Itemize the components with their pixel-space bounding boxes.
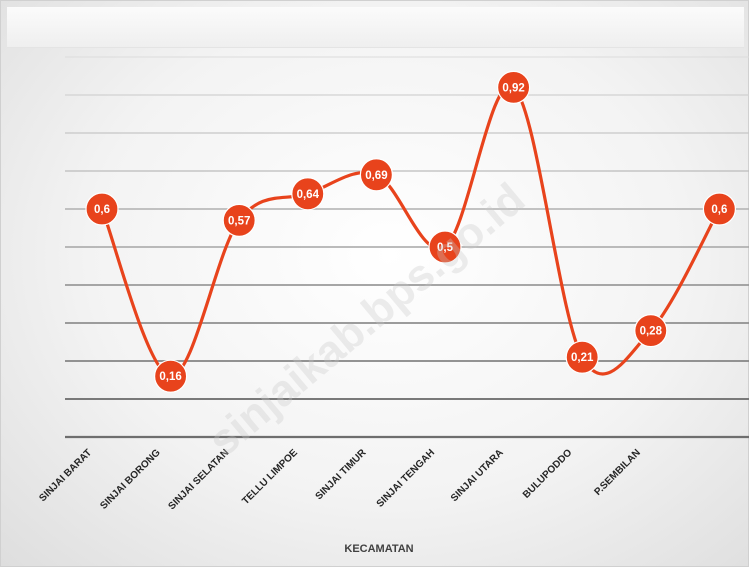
data-label: 0,21	[571, 352, 594, 364]
data-label: 0,57	[228, 215, 250, 227]
x-tick-label: SINJAI TENGAH	[375, 447, 437, 509]
data-point	[428, 230, 462, 264]
data-point	[359, 158, 393, 192]
x-axis-title: KECAMATAN	[344, 543, 413, 555]
x-tick-labels: SINJAI BARAT SINJAI BORONG SINJAI SELATAN T…	[37, 447, 643, 512]
data-point	[154, 359, 188, 393]
data-point	[702, 192, 737, 226]
data-label: 0,5	[437, 242, 454, 254]
data-point	[291, 177, 325, 211]
data-point	[565, 340, 599, 374]
data-label: 0,28	[640, 326, 663, 338]
data-points: 0,6 0,16 0,57 0,64 0,69 0,5 0,92 0,21 0,28 0,6	[85, 70, 737, 393]
x-tick-label: SINJAI SELATAN	[166, 447, 231, 512]
x-tick-label: SINJAI BORONG	[98, 447, 163, 512]
series-line	[100, 84, 721, 378]
data-label: 0,6	[711, 204, 727, 216]
x-tick-label: BULUPODDO	[521, 447, 575, 501]
data-point	[222, 203, 256, 237]
data-point	[85, 192, 119, 226]
series-line-layer	[100, 84, 721, 378]
data-label: 0,16	[159, 371, 181, 383]
x-tick-label: SINJAI BARAT	[37, 447, 94, 504]
x-tick-label: SINJAI UTARA	[449, 447, 506, 504]
data-label: 0,69	[365, 170, 387, 182]
x-tick-label: SINJAI TIMUR	[314, 447, 369, 502]
gridlines	[65, 56, 749, 439]
data-label: 0,64	[297, 189, 320, 201]
data-point	[634, 314, 668, 348]
x-tick-label: P.SEMBILAN	[592, 447, 642, 497]
x-tick-label: TELLU LIMPOE	[240, 447, 300, 507]
data-label: 0,92	[502, 82, 524, 94]
data-label: 0,6	[94, 204, 110, 216]
data-point	[496, 70, 531, 105]
chart-header-band	[7, 7, 744, 48]
